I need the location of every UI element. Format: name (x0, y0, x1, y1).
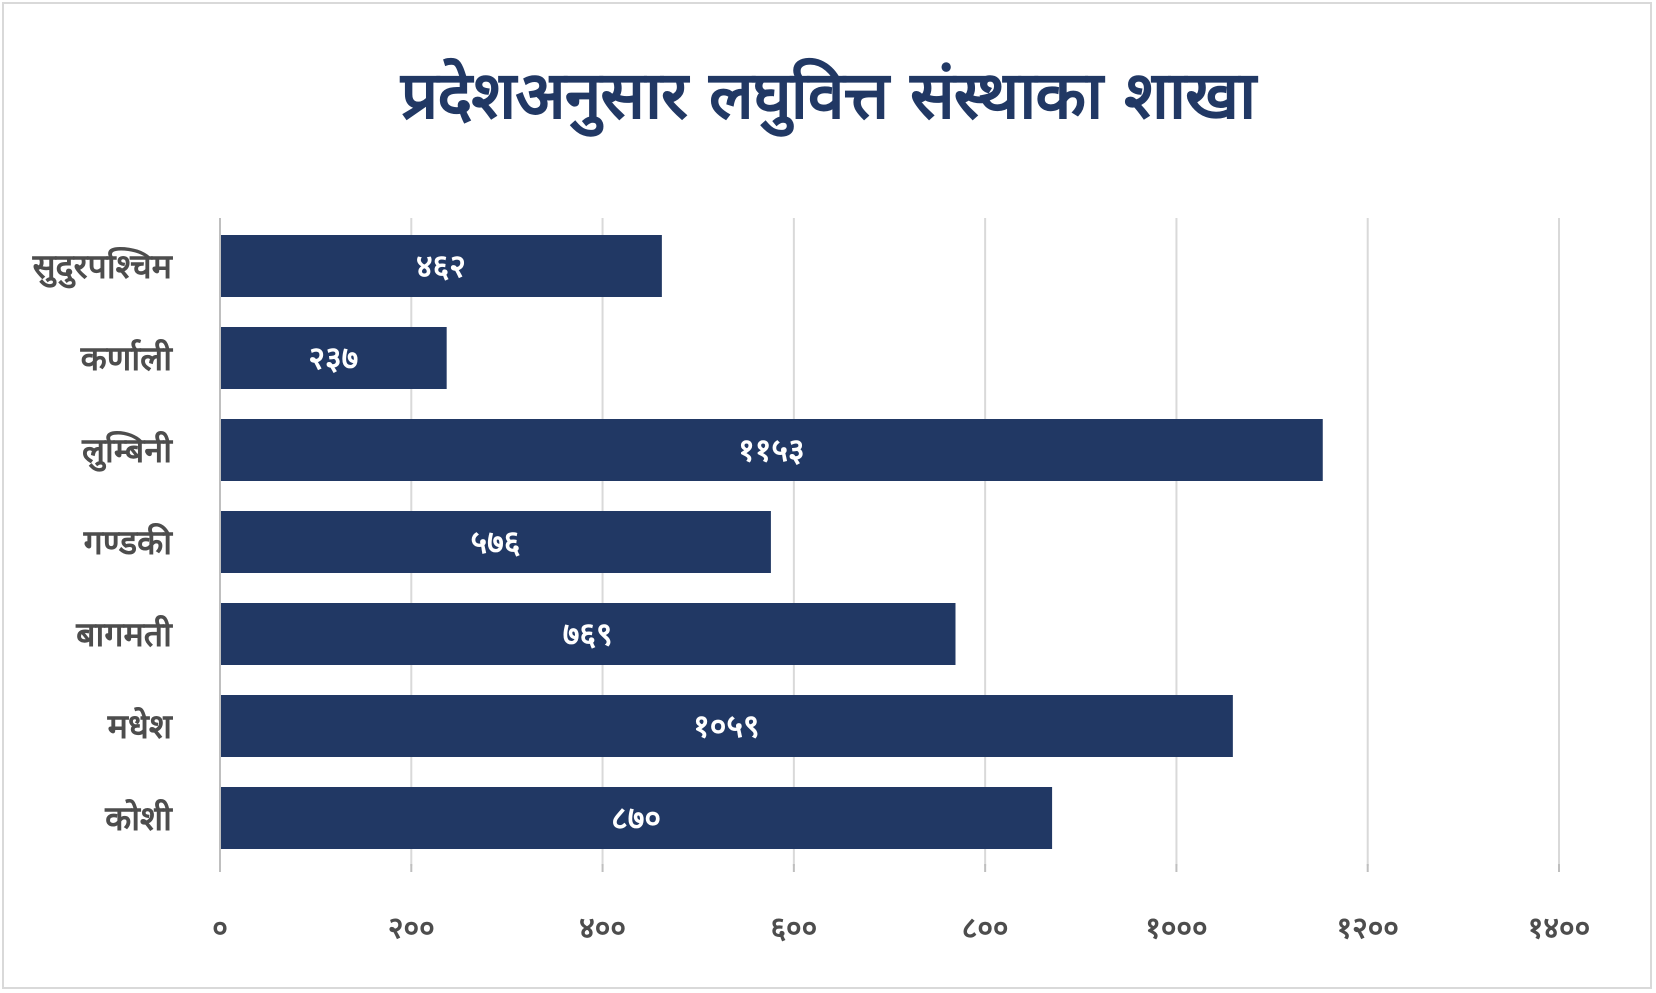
bar (220, 695, 1233, 757)
bar (220, 787, 1053, 849)
bar (220, 603, 956, 665)
x-tick-label: ० (212, 911, 228, 946)
x-tick-label: ६०० (770, 911, 817, 946)
category-label: मधेश (107, 706, 174, 747)
bar (220, 327, 447, 389)
data-label: ५७६ (470, 523, 520, 561)
bar (220, 511, 771, 573)
bar (220, 235, 662, 297)
x-tick-label: २०० (388, 911, 435, 946)
x-tick-label: १००० (1145, 911, 1207, 946)
category-label: बागमती (75, 614, 173, 655)
gridlines (410, 218, 1560, 866)
data-label: ४६२ (416, 247, 466, 285)
data-label: २३७ (308, 339, 358, 377)
labels: ० २०० ४०० ६०० ८०० १००० १२०० १४०० ४६२ सुदुरपश्चिम २… (32, 246, 1591, 946)
category-label: कर्णाली (80, 338, 174, 379)
chart-title: प्रदेशअनुसार लघुवित्त संस्थाका शाखा (400, 57, 1256, 134)
data-label: ७६९ (563, 615, 613, 653)
category-label: लुम्बिनी (81, 430, 173, 472)
data-label: ८७० (611, 799, 661, 837)
x-tick-label: १४०० (1528, 911, 1590, 946)
category-label: गण्डकी (83, 522, 174, 563)
axes (219, 218, 1560, 872)
bars (220, 235, 1323, 849)
data-label: १०५९ (693, 707, 760, 745)
bar (220, 419, 1323, 481)
x-tick-label: ४०० (579, 911, 626, 946)
x-tick-label: १२०० (1337, 911, 1399, 946)
data-label: ११५३ (738, 431, 805, 469)
x-tick-label: ८०० (962, 911, 1009, 946)
category-label: सुदुरपश्चिम (32, 246, 174, 289)
category-label: कोशी (104, 798, 173, 839)
